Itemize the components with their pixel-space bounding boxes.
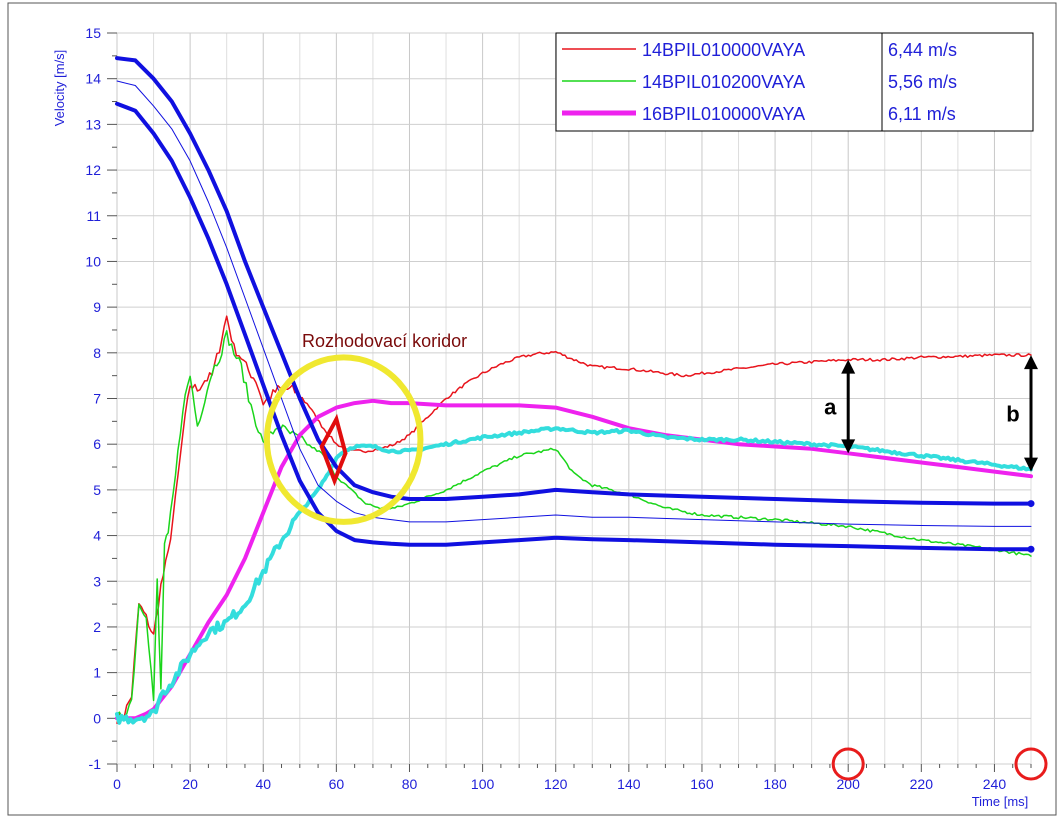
arrow-head-up (841, 359, 856, 374)
difference-arrow-b: b (1006, 355, 1038, 472)
label-a: a (824, 394, 837, 419)
legend-series-value: 5,56 m/s (888, 72, 957, 92)
series-line-7 (115, 101, 1033, 552)
arrow-head-down (1024, 457, 1038, 472)
legend-entry: 14BPIL010000VAYA 6,44 m/s (562, 40, 957, 60)
legend-series-name: 16BPIL010000VAYA (642, 104, 805, 124)
y-tick-label: 0 (93, 710, 101, 726)
y-tick-label: 10 (85, 253, 101, 269)
y-tick-label: 5 (93, 482, 101, 498)
y-tick-label: 4 (93, 528, 101, 544)
y-tick-label: 3 (93, 573, 101, 589)
x-tick-label: 220 (910, 776, 934, 792)
legend-entry: 16BPIL010000VAYA 6,11 m/s (562, 104, 956, 124)
legend: 14BPIL010000VAYA 6,44 m/s 14BPIL010200VAYA… (555, 32, 1034, 132)
x-tick-label: 200 (837, 776, 861, 792)
x-tick-label: 240 (983, 776, 1007, 792)
x-tick-label: 160 (690, 776, 714, 792)
x-tick-label: 120 (544, 776, 568, 792)
y-tick-label: 9 (93, 299, 101, 315)
label-b: b (1006, 401, 1019, 426)
y-tick-label: 12 (85, 162, 101, 178)
legend-series-value: 6,44 m/s (888, 40, 957, 60)
y-tick-label: 11 (86, 208, 101, 224)
y-tick-label: 6 (93, 436, 101, 452)
x-axis-label: Time [ms] (972, 794, 1029, 809)
y-tick-label: 8 (93, 345, 101, 361)
difference-arrow-a: a (824, 359, 856, 454)
x-tick-label: 20 (182, 776, 198, 792)
x-tick-label: 80 (402, 776, 418, 792)
y-tick-label: 15 (85, 25, 101, 41)
decision-diamond (319, 413, 348, 487)
y-tick-label: 7 (93, 391, 101, 407)
x-tick-label: 100 (471, 776, 495, 792)
series-line-5 (115, 56, 1033, 506)
grid (116, 32, 1032, 765)
x-tick-label: 60 (329, 776, 345, 792)
x-tick-label: 140 (617, 776, 641, 792)
series-end-point (1027, 500, 1035, 508)
corridor-label: Rozhodovací koridor (302, 331, 467, 351)
y-tick-label: -1 (89, 756, 102, 772)
series-line-4 (115, 426, 1033, 725)
x-tick-label: 40 (255, 776, 271, 792)
x-tick-label: 0 (113, 776, 121, 792)
corridor-ellipse (263, 354, 424, 525)
legend-series-value: 6,11 m/s (888, 104, 956, 124)
legend-entry: 14BPIL010200VAYA 5,56 m/s (562, 72, 957, 92)
highlight-circle (1014, 747, 1048, 781)
series-line-1 (116, 315, 1032, 725)
x-tick-label: 180 (763, 776, 787, 792)
legend-series-name: 14BPIL010200VAYA (642, 72, 805, 92)
y-tick-label: 13 (85, 116, 101, 132)
highlight-circle (831, 747, 865, 781)
series-end-point (1027, 545, 1035, 553)
y-tick-label: 1 (93, 665, 101, 681)
y-tick-label: 14 (85, 71, 101, 87)
arrow-head-up (1024, 355, 1038, 370)
y-tick-label: 2 (93, 619, 101, 635)
arrow-head-down (841, 439, 856, 454)
legend-series-name: 14BPIL010000VAYA (642, 40, 805, 60)
y-axis-label: Velocity [m/s] (52, 50, 67, 127)
